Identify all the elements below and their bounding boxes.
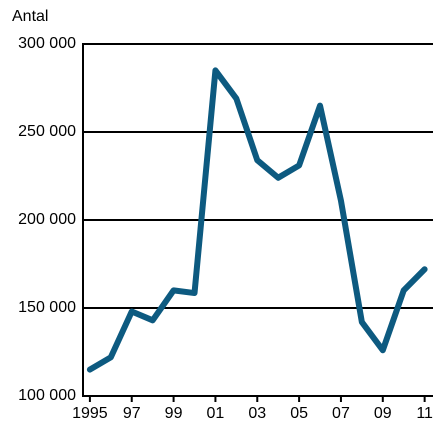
data-line <box>86 67 428 373</box>
x-tick-label: 01 <box>207 405 225 422</box>
x-tick-label: 11 <box>416 405 433 422</box>
y-tick-label: 250 000 <box>18 123 76 140</box>
x-tick-label: 03 <box>248 405 266 422</box>
x-tick-label: 97 <box>123 405 141 422</box>
x-tick-label: 99 <box>165 405 183 422</box>
y-tick-label: 300 000 <box>18 35 76 52</box>
y-tick-label: 200 000 <box>18 211 76 228</box>
x-tick-label: 09 <box>374 405 392 422</box>
x-tick-label: 05 <box>290 405 308 422</box>
x-tick-label: 1995 <box>72 405 108 422</box>
y-tick-label: 100 000 <box>18 387 76 404</box>
x-tick-label: 07 <box>332 405 350 422</box>
y-axis-label: Antal <box>12 8 48 25</box>
y-tick-label: 150 000 <box>18 299 76 316</box>
